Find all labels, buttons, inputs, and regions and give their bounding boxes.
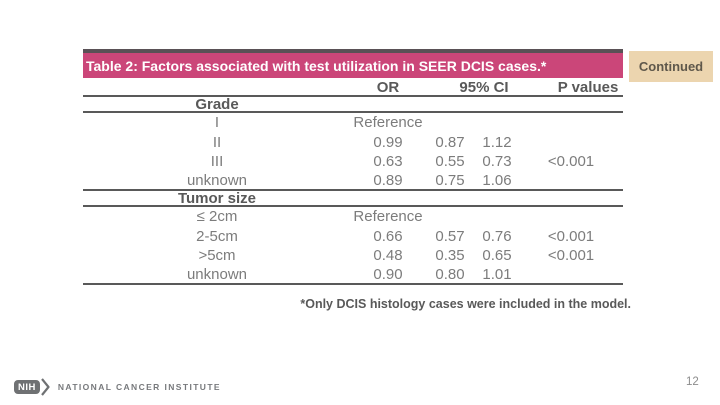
section-header-grade: Grade bbox=[83, 95, 623, 113]
cell-or: Reference bbox=[353, 208, 423, 226]
cell-p-value: <0.001 bbox=[547, 153, 595, 171]
cell-label: 2-5cm bbox=[196, 227, 238, 245]
cell-ci-low: 0.75 bbox=[435, 171, 465, 189]
results-table: OR 95% CI P values Grade I Reference II … bbox=[83, 79, 623, 285]
nih-chevrons-icon bbox=[41, 378, 51, 396]
nih-logo-box: NIH bbox=[14, 379, 40, 395]
cell-ci-high: 0.76 bbox=[482, 227, 512, 245]
table-title: Table 2: Factors associated with test ut… bbox=[86, 57, 547, 74]
cell-ci-low: 0.87 bbox=[435, 133, 465, 151]
cell-label: ≤ 2cm bbox=[196, 208, 238, 226]
section-header-label: Grade bbox=[195, 95, 239, 113]
table-row: unknown 0.89 0.75 1.06 bbox=[83, 171, 623, 191]
page-number: 12 bbox=[686, 376, 699, 388]
table-row: III 0.63 0.55 0.73 <0.001 bbox=[83, 152, 623, 172]
cell-ci-low: 0.55 bbox=[435, 153, 465, 171]
cell-or: 0.63 bbox=[373, 153, 403, 171]
column-header-or: OR bbox=[376, 79, 400, 96]
cell-or: 0.89 bbox=[373, 171, 403, 189]
column-header-p: P values bbox=[557, 79, 619, 96]
table-title-banner: Table 2: Factors associated with test ut… bbox=[83, 49, 623, 78]
section-header-label: Tumor size bbox=[177, 189, 257, 207]
cell-ci-high: 1.06 bbox=[482, 171, 512, 189]
cell-label: II bbox=[212, 133, 222, 151]
cell-ci-low: 0.57 bbox=[435, 227, 465, 245]
table-row: II 0.99 0.87 1.12 bbox=[83, 133, 623, 153]
cell-label: unknown bbox=[186, 265, 248, 283]
nci-logo: NIH NATIONAL CANCER INSTITUTE bbox=[14, 378, 221, 396]
cell-p-value: <0.001 bbox=[547, 247, 595, 265]
table-row: I Reference bbox=[83, 113, 623, 133]
table-footnote: *Only DCIS histology cases were included… bbox=[300, 297, 631, 311]
cell-or: 0.48 bbox=[373, 247, 403, 265]
institute-name: NATIONAL CANCER INSTITUTE bbox=[57, 382, 222, 392]
table-row: ≤ 2cm Reference bbox=[83, 207, 623, 227]
cell-ci-high: 0.73 bbox=[482, 153, 512, 171]
table-row: 2-5cm 0.66 0.57 0.76 <0.001 bbox=[83, 227, 623, 247]
cell-or: 0.99 bbox=[373, 133, 403, 151]
cell-or: 0.90 bbox=[373, 265, 403, 283]
cell-or: 0.66 bbox=[373, 227, 403, 245]
table-column-header-row: OR 95% CI P values bbox=[83, 79, 623, 97]
cell-label: III bbox=[210, 153, 224, 171]
cell-or: Reference bbox=[353, 114, 423, 132]
cell-label: >5cm bbox=[198, 247, 236, 265]
cell-label: I bbox=[214, 114, 220, 132]
table-row: unknown 0.90 0.80 1.01 bbox=[83, 265, 623, 285]
cell-ci-low: 0.80 bbox=[435, 265, 465, 283]
section-header-tumor-size: Tumor size bbox=[83, 189, 623, 207]
cell-ci-low: 0.35 bbox=[435, 247, 465, 265]
cell-ci-high: 1.12 bbox=[482, 133, 512, 151]
column-header-ci: 95% CI bbox=[459, 79, 509, 96]
cell-label: unknown bbox=[186, 171, 248, 189]
cell-ci-high: 1.01 bbox=[482, 265, 512, 283]
cell-ci-high: 0.65 bbox=[482, 247, 512, 265]
table-row: >5cm 0.48 0.35 0.65 <0.001 bbox=[83, 246, 623, 266]
continued-label: Continued bbox=[638, 59, 704, 74]
cell-p-value: <0.001 bbox=[547, 227, 595, 245]
continued-badge: Continued bbox=[629, 51, 713, 82]
